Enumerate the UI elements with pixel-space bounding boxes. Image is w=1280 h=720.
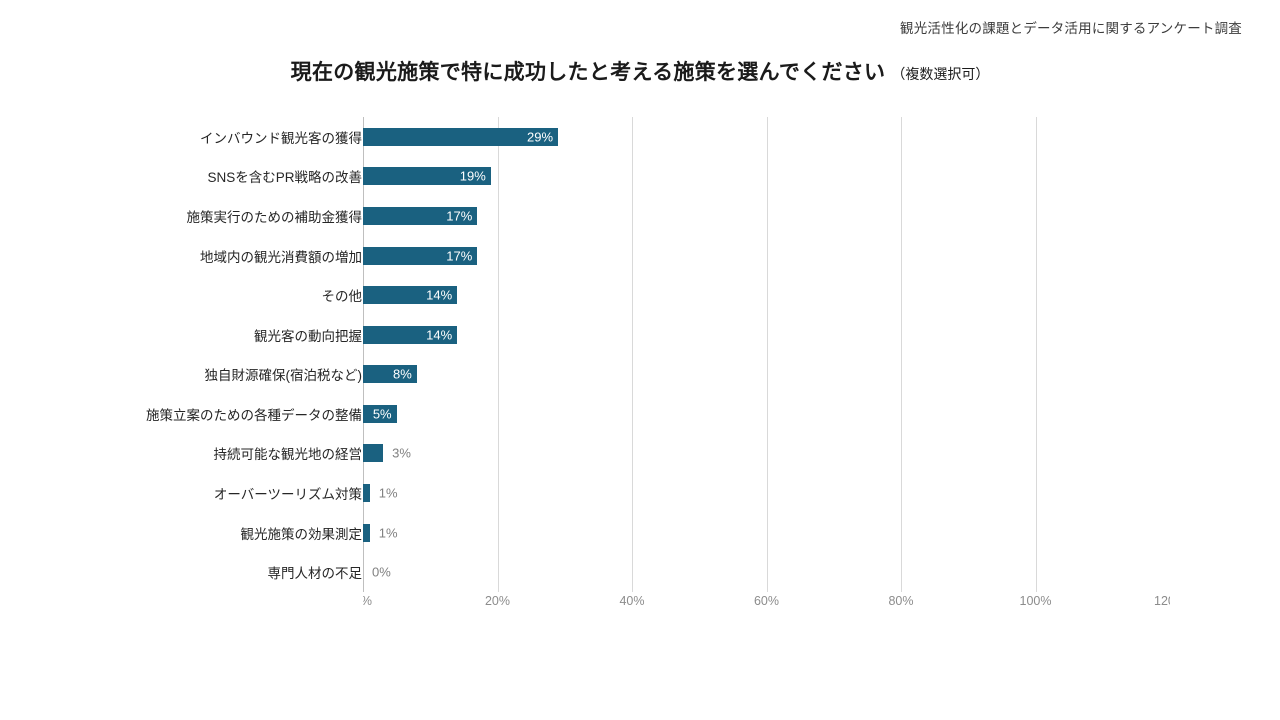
category-label: 専門人材の不足 [267,566,363,582]
chart-row: 持続可能な観光地の経営 3% [0,434,1280,474]
x-axis-tick-label: 120% [1154,594,1170,608]
category-label: オーバーツーリズム対策 [213,486,362,502]
bar-value-label: 1% [378,525,398,541]
bar-value-label: 17% [446,248,473,264]
bar-value-label: 1% [378,485,398,501]
footer: 地域創生Coデザイン研究所 入札BPO 公共入札・落札支援トータルサービス n=… [0,628,1280,720]
bar [363,483,370,502]
x-axis-tick-label: 80% [888,594,914,608]
category-label: その他 [321,289,363,305]
chart-row: オーバーツーリズム対策 1% [0,473,1280,513]
chart-row: 独自財源確保(宿泊税など) 8% [0,354,1280,394]
bar: 17% [363,246,478,265]
gridline [901,117,902,592]
chart-row: 地域内の観光消費額の増加 17% [0,236,1280,276]
category-label: 地域内の観光消費額の増加 [200,249,362,265]
page-title-sub: （複数選択可） [891,66,990,82]
gridline [1035,117,1037,592]
y-axis-line [363,117,364,592]
category-label: 施策立案のための各種データの整備 [146,407,362,423]
bar: 14% [363,286,458,305]
bar: 29% [363,127,559,146]
category-label: 観光施策の効果測定 [240,526,363,542]
chart-row: 施策立案のための各種データの整備 5% [0,394,1280,434]
page-title: 現在の観光施策で特に成功したと考える施策を選んでください （複数選択可） [0,56,1280,86]
category-label: インバウンド観光客の獲得 [200,130,362,146]
chart-row: 観光施策の効果測定 1% [0,513,1280,553]
bar [363,523,370,542]
category-label: 独自財源確保(宿泊税など) [204,368,363,384]
bar [363,444,384,463]
gridline [497,117,499,592]
x-axis-tick-label: 0% [363,594,372,608]
bar-value-label: 3% [392,445,411,461]
bar: 19% [363,167,491,186]
chart-row: 専門人材の不足 0% [0,552,1280,592]
chart-row: インバウンド観光客の獲得 29% [0,117,1280,157]
survey-name-header: 観光活性化の課題とデータ活用に関するアンケート調査 [900,21,1242,36]
category-label: 施策実行のための補助金獲得 [186,209,363,225]
x-axis: 0% 20% 40% 60% 80% 100% 120% [363,594,1170,614]
category-label: 持続可能な観光地の経営 [213,447,363,463]
category-label: SNSを含むPR戦略の改善 [207,170,362,186]
bar-value-label: 17% [446,208,473,224]
bar-value-label: 8% [393,366,412,382]
bar-value-label: 29% [526,129,554,145]
x-axis-tick-label: 60% [753,594,780,608]
x-axis-tick-label: 20% [484,594,511,608]
bar-value-label: 0% [372,564,391,580]
gridline [766,117,768,592]
category-label: 観光客の動向把握 [254,328,362,344]
bar-value-label: 5% [372,406,392,422]
bar-value-label: 14% [426,287,453,303]
bar: 8% [363,365,417,384]
bar: 17% [363,206,478,225]
chart-rows: インバウンド観光客の獲得 29% SNSを含むPR戦略の改善 19% 施策実行のための補… [0,117,1280,592]
x-axis-tick-label: 100% [1019,594,1052,608]
gridline [632,117,633,592]
chart-row: 観光客の動向把握 14% [0,315,1280,355]
chart-row: SNSを含むPR戦略の改善 19% [0,157,1280,197]
page-title-main: 現在の観光施策で特に成功したと考える施策を選んでください [290,61,886,84]
bar: 5% [363,404,397,423]
bar: 14% [363,325,458,344]
chart-row: その他 14% [0,275,1280,315]
bar-value-label: 14% [426,327,453,343]
chart-row: 施策実行のための補助金獲得 17% [0,196,1280,236]
x-axis-tick-label: 40% [619,594,645,608]
bar-value-label: 19% [459,168,486,184]
